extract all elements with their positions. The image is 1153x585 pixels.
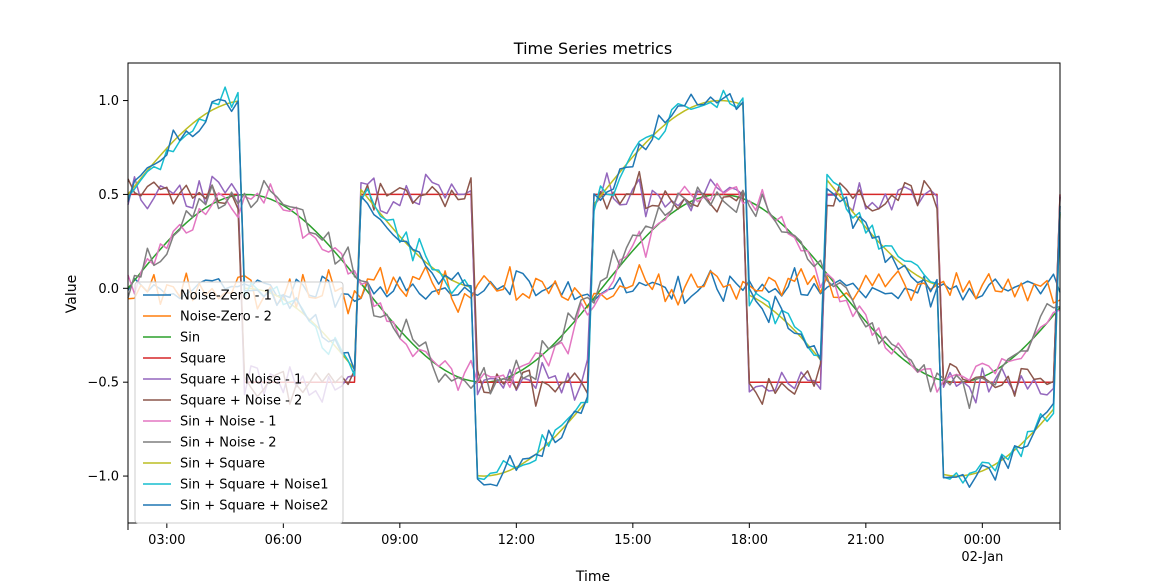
x-tick-label: 21:00 <box>847 533 884 548</box>
y-tick-label: 0.5 <box>98 188 119 203</box>
legend-label: Sin + Square + Noise2 <box>180 499 329 514</box>
legend-label: Sin + Noise - 2 <box>180 436 277 451</box>
x-tick-label: 03:00 <box>148 533 185 548</box>
legend-label: Noise-Zero - 2 <box>180 310 272 325</box>
legend-label: Sin + Square + Noise1 <box>180 478 329 493</box>
legend-label: Sin <box>180 331 200 346</box>
x-tick-sublabel: 02-Jan <box>961 550 1003 565</box>
legend-box <box>134 281 344 524</box>
y-tick-label: −0.5 <box>87 376 119 391</box>
legend-label: Sin + Noise - 1 <box>180 415 277 430</box>
legend-label: Square <box>180 352 226 367</box>
x-tick-label: 09:00 <box>381 533 418 548</box>
legend: Noise-Zero - 1 Noise-Zero - 2 Sin Square Squ… <box>134 281 344 524</box>
legend-label: Square + Noise - 1 <box>180 373 302 388</box>
legend-label: Square + Noise - 2 <box>180 394 302 409</box>
y-axis: 1.0 0.5 0.0 −0.5 −1.0 <box>87 94 128 485</box>
legend-label: Noise-Zero - 1 <box>180 289 272 304</box>
x-tick-label: 06:00 <box>265 533 302 548</box>
legend-label: Sin + Square <box>180 457 265 472</box>
x-tick-label: 15:00 <box>614 533 651 548</box>
x-tick-label: 12:00 <box>498 533 535 548</box>
y-tick-label: 1.0 <box>98 94 119 109</box>
series-line-8 <box>127 179 1061 410</box>
x-tick-label: 18:00 <box>731 533 768 548</box>
x-axis: 03:00 06:00 09:00 12:00 15:00 18:00 21:00 00:00… <box>127 523 1061 565</box>
x-axis-title: Time <box>575 569 610 585</box>
series-line-3 <box>127 193 1061 383</box>
plot-frame <box>127 62 1061 524</box>
y-tick-label: −1.0 <box>87 470 119 485</box>
x-tick-label: 00:00 <box>964 533 1001 548</box>
y-axis-title: Value <box>64 275 80 313</box>
series-line-7 <box>127 182 1061 393</box>
y-tick-label: 0.0 <box>98 282 119 297</box>
chart-title: Time Series metrics <box>513 39 672 58</box>
